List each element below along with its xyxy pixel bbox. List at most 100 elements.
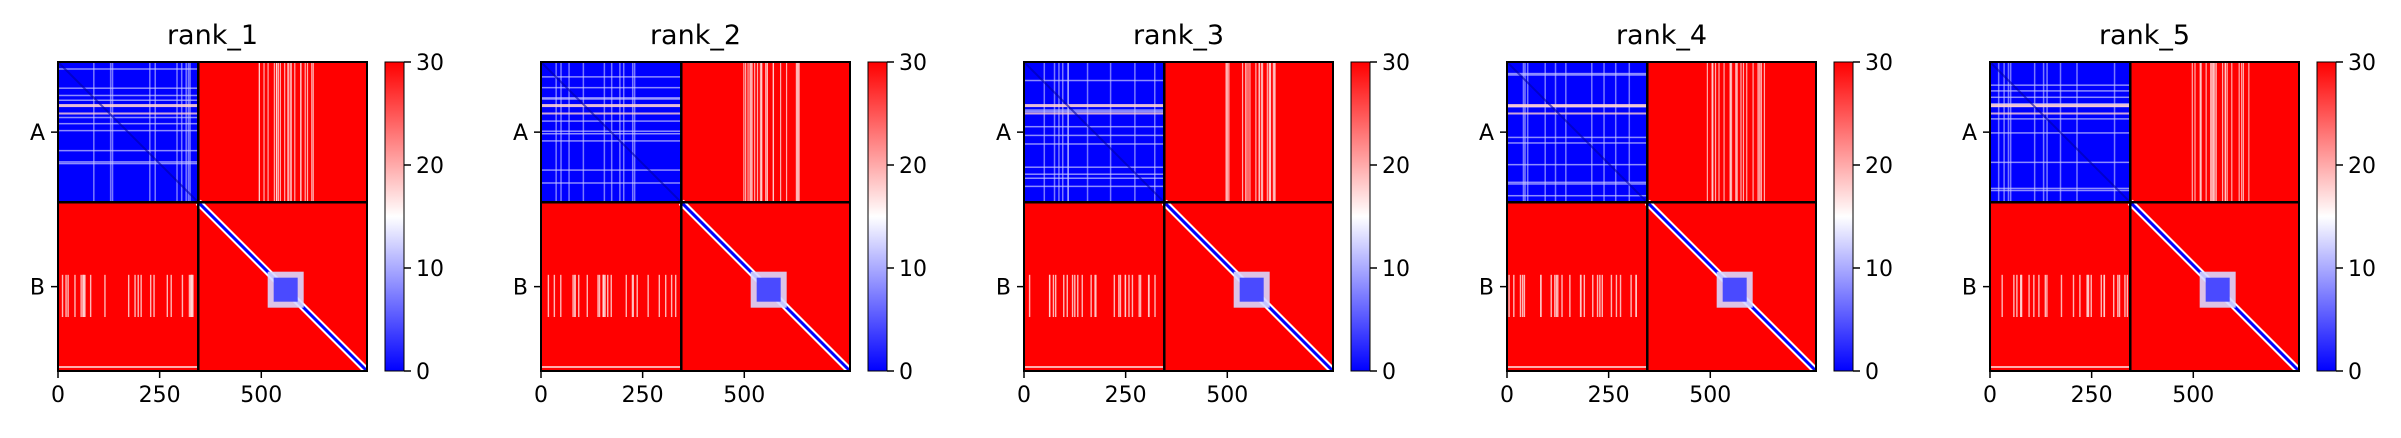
ba-stripe (190, 274, 193, 318)
ab-stripe (1269, 62, 1272, 203)
block-AB (1164, 62, 1333, 203)
y-tick-label: A (1962, 121, 1977, 146)
x-tick-label: 0 (534, 383, 548, 408)
ba-stripe (2001, 274, 2003, 318)
ab-stripe (747, 62, 749, 203)
ba-stripe (2016, 274, 2018, 318)
ba-stripe (2079, 274, 2081, 318)
aa-col-line (633, 62, 636, 203)
x-tick-label: 500 (1689, 383, 1731, 408)
aa-col-line (560, 62, 562, 203)
ba-stripe (1610, 274, 1613, 318)
ab-stripe (311, 62, 313, 203)
aa-col-line (1061, 62, 1064, 203)
ba-stripe (1054, 274, 1057, 318)
ba-stripe (2046, 274, 2048, 318)
ab-stripe (306, 62, 309, 203)
ba-stripe (1052, 274, 1055, 318)
ab-stripe (785, 62, 788, 203)
ba-stripe (166, 274, 169, 318)
aa-col-line (1628, 62, 1631, 203)
ab-stripe (267, 62, 269, 203)
aa-row-line (1024, 166, 1165, 168)
ba-stripe (1090, 274, 1092, 318)
aa-col-line (180, 62, 183, 203)
ba-stripe (598, 274, 601, 318)
ab-stripe (275, 62, 278, 203)
ba-stripe (170, 274, 172, 318)
ab-stripe (1752, 62, 1754, 203)
ab-stripe (760, 62, 763, 203)
ba-stripe (188, 274, 191, 318)
colorbar-tick-label: 10 (1865, 257, 1893, 282)
colorbar-frame (867, 61, 888, 372)
ab-stripe (1757, 62, 1759, 203)
colorbar-tick-label: 20 (1865, 154, 1893, 179)
ab-stripe (312, 62, 314, 203)
ba-stripe (1596, 274, 1599, 318)
ab-stripe (1735, 62, 1737, 203)
panel-title: rank_2 (650, 20, 741, 51)
ba-stripe (1147, 274, 1150, 318)
ba-stripe (1540, 274, 1542, 318)
ba-stripe (1119, 274, 1122, 318)
aa-col-line (2003, 62, 2005, 203)
colorbar-tick-label: 10 (2348, 257, 2376, 282)
ba-stripe (2086, 274, 2088, 318)
aa-pale-row (58, 104, 199, 108)
ab-stripe (1729, 62, 1731, 203)
ba-stripe (1592, 274, 1594, 318)
y-tick-label: B (1479, 276, 1494, 301)
aa-row-line (58, 116, 199, 119)
aa-row-line (1507, 163, 1648, 166)
x-tick-label: 500 (723, 383, 765, 408)
ab-stripe (2210, 62, 2212, 203)
colorbar-tick-label: 30 (1865, 51, 1893, 76)
colorbar-tick-label: 0 (1382, 360, 1396, 385)
ab-stripe (1736, 62, 1738, 203)
ba-stripe (670, 274, 673, 318)
ba-stripe (2060, 274, 2063, 318)
ba-stripe (89, 274, 92, 318)
x-tick-label: 0 (51, 383, 65, 408)
ba-stripe (181, 274, 184, 318)
aa-col-line (1067, 62, 1069, 203)
aa-col-line (1053, 62, 1056, 203)
ba-stripe (134, 274, 136, 318)
ba-stripe (553, 274, 556, 318)
aa-col-line (154, 62, 156, 203)
ba-stripe (1095, 274, 1097, 318)
colorbar-tick-label: 0 (416, 360, 430, 385)
block-BA (1507, 202, 1648, 371)
aa-col-line (1614, 62, 1617, 203)
ba-stripe (2044, 274, 2047, 318)
ab-stripe (1714, 62, 1717, 203)
aa-row-line (1507, 183, 1648, 185)
ba-stripe (2112, 274, 2115, 318)
ab-stripe (797, 62, 799, 203)
aa-row-line (1507, 142, 1648, 144)
ba-stripe (636, 274, 638, 318)
aa-row-line (58, 99, 199, 102)
x-tick-label: 250 (2071, 383, 2113, 408)
ab-stripe (1258, 62, 1261, 203)
ba-stripe (604, 274, 606, 318)
ab-stripe (2214, 62, 2216, 203)
ba-stripe (127, 274, 130, 318)
ab-stripe (2205, 62, 2207, 203)
ab-stripe (263, 62, 265, 203)
aa-col-line (2113, 62, 2116, 203)
aa-pale-row (1990, 112, 2131, 115)
y-tick-label: B (513, 276, 528, 301)
aa-col-line (1997, 62, 2000, 203)
heatmap-frame (540, 61, 851, 372)
ba-stripe (190, 274, 192, 318)
ba-stripe (578, 274, 580, 318)
ba-stripe (631, 274, 634, 318)
colorbar-tick-label: 30 (1382, 51, 1410, 76)
bb-domain-core (2205, 277, 2230, 302)
aa-pale-row (541, 112, 682, 115)
y-tick-label: A (1479, 121, 1494, 146)
ba-stripe (153, 274, 155, 318)
ba-stripe (1635, 274, 1637, 318)
